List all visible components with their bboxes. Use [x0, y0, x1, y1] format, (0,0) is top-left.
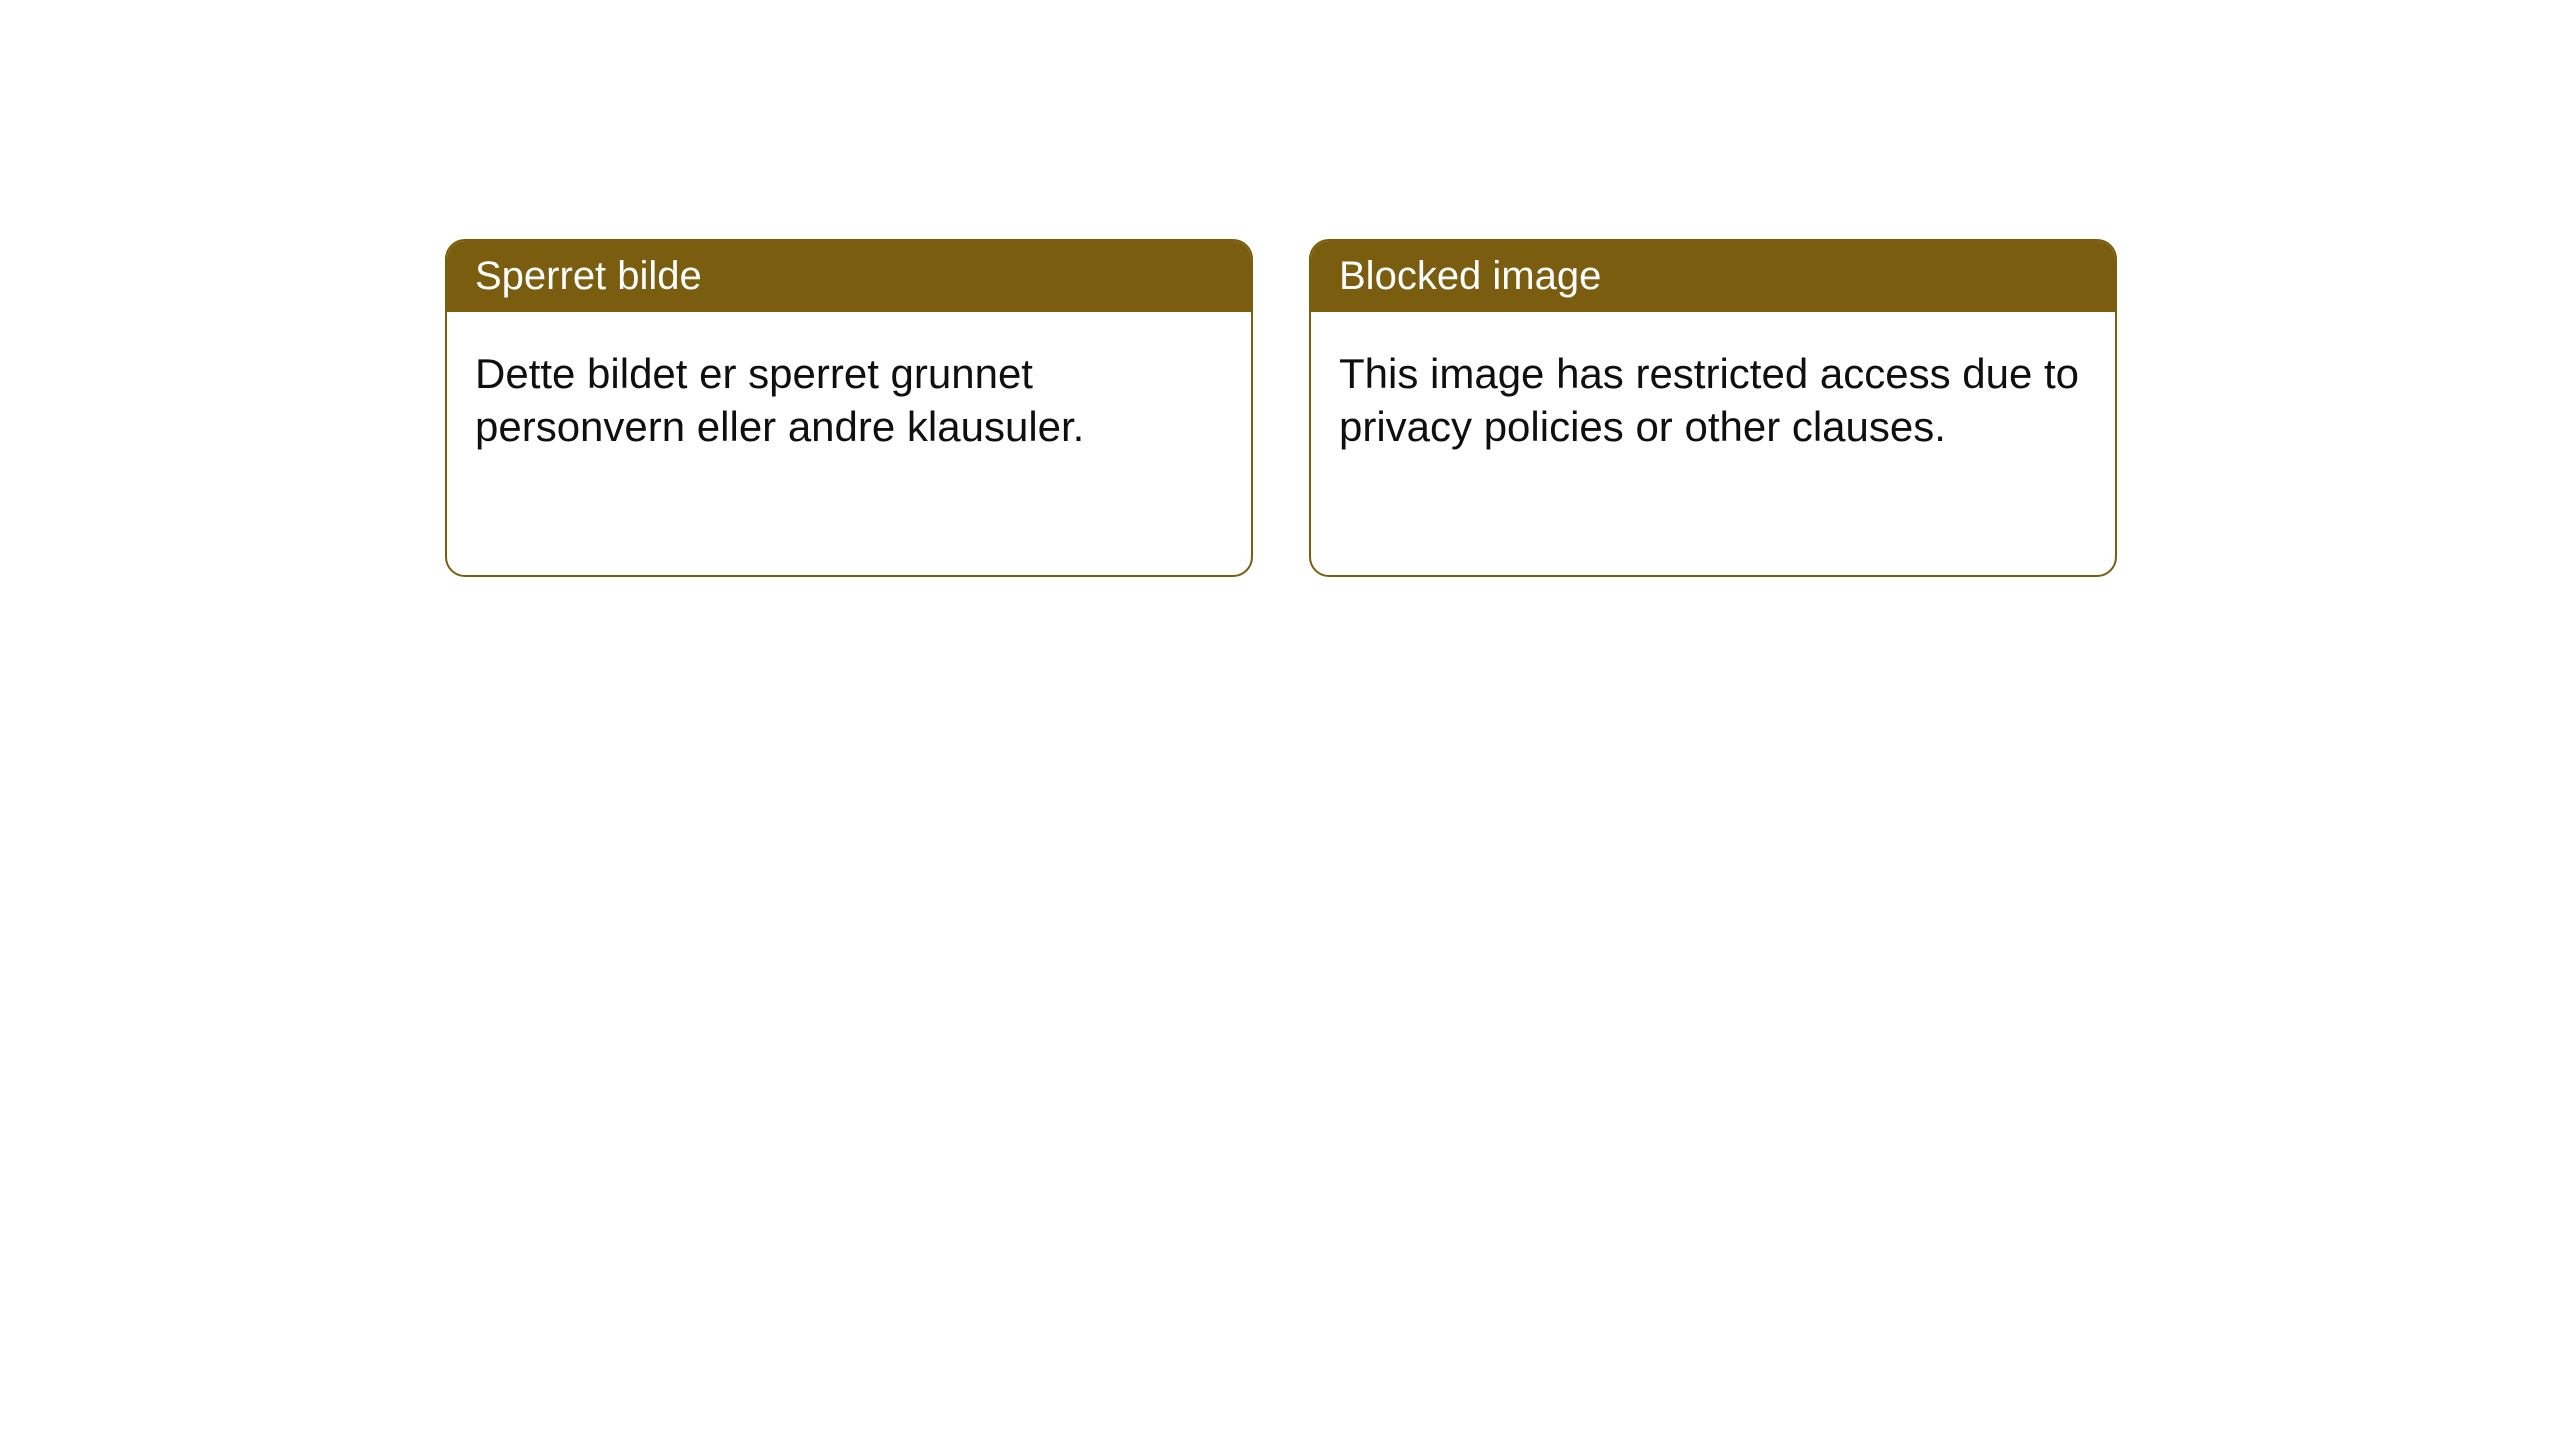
notice-card-english: Blocked image This image has restricted … [1309, 239, 2117, 577]
notice-cards-container: Sperret bilde Dette bildet er sperret gr… [445, 239, 2117, 577]
notice-card-norwegian: Sperret bilde Dette bildet er sperret gr… [445, 239, 1253, 577]
notice-body: This image has restricted access due to … [1311, 312, 2115, 489]
notice-body: Dette bildet er sperret grunnet personve… [447, 312, 1251, 489]
notice-header: Sperret bilde [447, 241, 1251, 312]
notice-header: Blocked image [1311, 241, 2115, 312]
